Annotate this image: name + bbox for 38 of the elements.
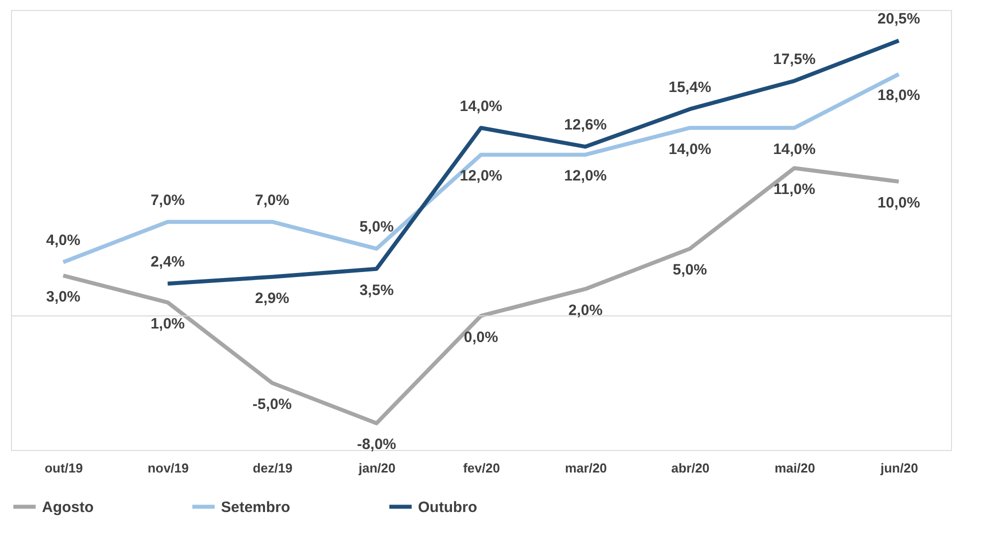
data-label: 15,4% bbox=[668, 79, 712, 96]
x-tick-label: abr/20 bbox=[671, 460, 710, 476]
data-label: 14,0% bbox=[460, 98, 502, 115]
legend-label: Agosto bbox=[42, 498, 94, 516]
x-tick-label: fev/20 bbox=[463, 460, 500, 476]
x-tick-label: mar/20 bbox=[564, 460, 607, 476]
data-label: 10,0% bbox=[878, 194, 920, 212]
data-label: 7,0% bbox=[150, 192, 185, 209]
data-label: 2,9% bbox=[255, 290, 290, 307]
data-label: -5,0% bbox=[252, 396, 292, 413]
data-label: 5,0% bbox=[359, 218, 394, 236]
data-label: 4,0% bbox=[46, 232, 80, 250]
x-tick-label: out/19 bbox=[44, 460, 83, 476]
data-label: 14,0% bbox=[773, 140, 816, 158]
data-label: 3,0% bbox=[46, 288, 80, 306]
legend-label: Setembro bbox=[221, 498, 290, 516]
x-tick-label: jun/20 bbox=[879, 460, 918, 476]
data-label: 20,5% bbox=[878, 10, 920, 28]
data-label: 11,0% bbox=[773, 181, 816, 198]
x-tick-label: mai/20 bbox=[774, 460, 816, 476]
legend-label: Outubro bbox=[418, 498, 478, 516]
data-label: 17,5% bbox=[773, 50, 816, 68]
data-label: 18,0% bbox=[878, 87, 920, 104]
data-label: 3,5% bbox=[359, 282, 394, 299]
x-tick-label: jan/20 bbox=[358, 460, 396, 476]
data-label: 12,6% bbox=[564, 116, 607, 134]
data-label: 2,4% bbox=[150, 254, 185, 271]
data-label: 5,0% bbox=[672, 262, 707, 279]
data-label: 12,0% bbox=[564, 168, 607, 185]
x-tick-label: dez/19 bbox=[252, 460, 292, 476]
data-label: 2,0% bbox=[568, 302, 603, 319]
data-label: 7,0% bbox=[255, 192, 290, 209]
data-label: -8,0% bbox=[356, 436, 396, 454]
data-label: 1,0% bbox=[150, 315, 185, 332]
data-label: 0,0% bbox=[464, 328, 498, 346]
x-tick-label: nov/19 bbox=[148, 460, 189, 476]
data-label: 12,0% bbox=[460, 168, 502, 185]
data-label: 14,0% bbox=[668, 140, 712, 158]
